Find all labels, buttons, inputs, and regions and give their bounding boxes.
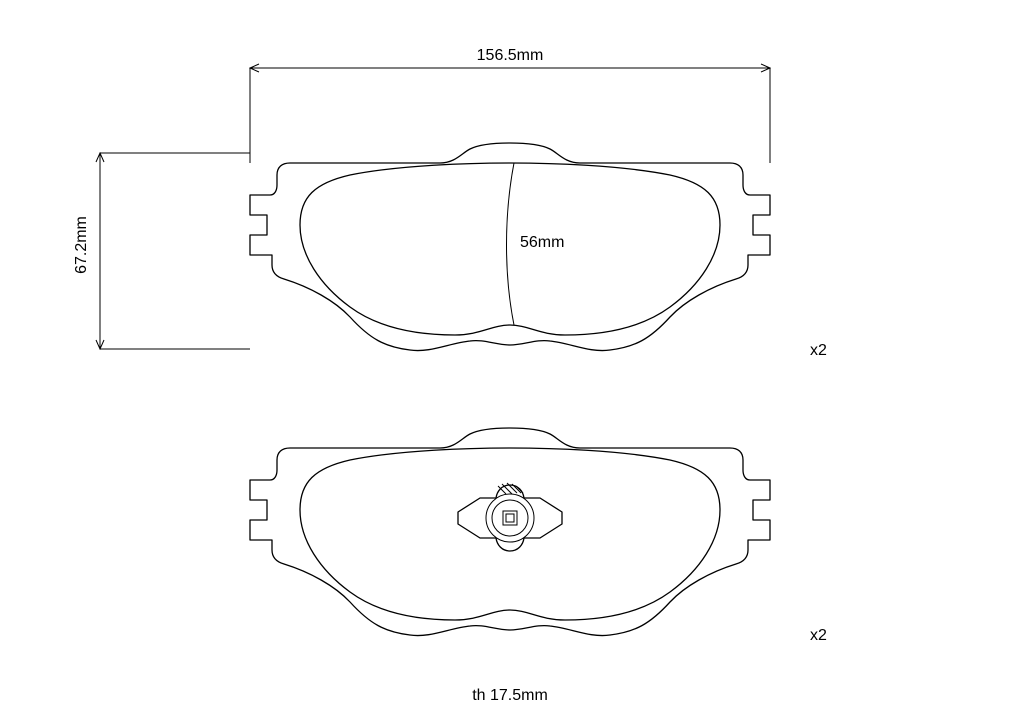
bottom-pad-quantity-label: x2 bbox=[810, 627, 827, 644]
top-pad-quantity-label: x2 bbox=[810, 342, 827, 359]
brake-pad-front-view bbox=[250, 143, 770, 351]
brake-pad-back-view bbox=[250, 428, 770, 636]
thickness-label: th 17.5mm bbox=[472, 687, 548, 704]
friction-height-label: 56mm bbox=[520, 234, 564, 251]
width-dimension-label: 156.5mm bbox=[477, 47, 544, 64]
height-dimension-label: 67.2mm bbox=[73, 216, 90, 274]
